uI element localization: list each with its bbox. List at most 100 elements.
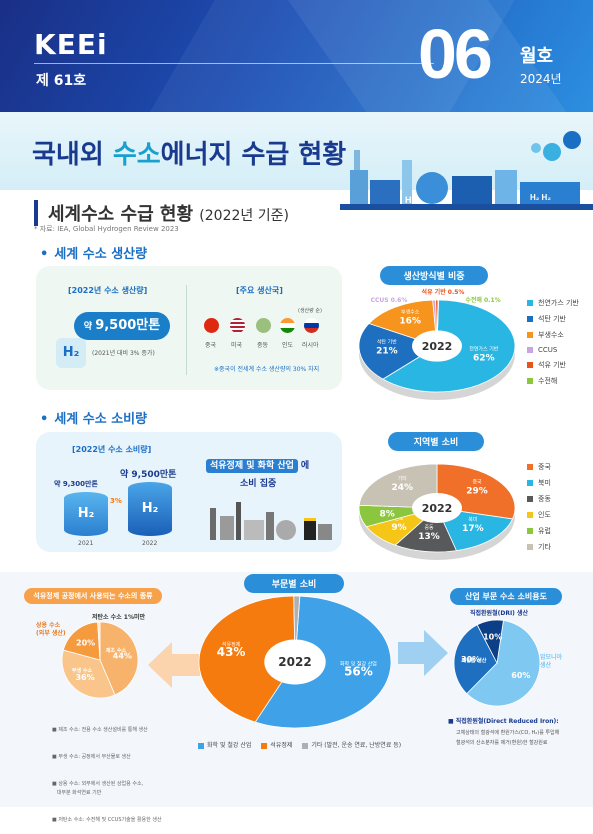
consumption-subtitle: 세계 수소 소비량	[40, 408, 147, 427]
pie-slice	[61, 649, 116, 699]
pie-center	[412, 330, 462, 362]
production-note: ※중국이 전세계 수소 생산량의 30% 차지	[214, 366, 320, 373]
hydrogen-plant-illustration: H₂ H₂ H₂	[340, 131, 593, 210]
industry-text: 석유정제 및 화학 산업 에	[206, 458, 309, 473]
dri-label: 직접환원철(DRI) 생산	[470, 610, 529, 617]
country-label: 중국	[205, 342, 217, 349]
svg-text:H₂ H₂: H₂ H₂	[530, 193, 551, 202]
globe-icon	[256, 318, 271, 333]
pie-category-label: 부생수소	[401, 309, 420, 316]
title-band	[0, 112, 593, 190]
pie-value-label: 44%	[113, 651, 132, 660]
dri-definition: 고체상태의 철광석에 환원가스(CO, H₂)를 투입해 철광석의 산소분자를 …	[456, 730, 560, 746]
card-divider	[186, 285, 187, 375]
sector-chart-title: 부문별 소비	[244, 574, 344, 593]
industry-pie-chart: 60% 30% 10% 메탄올 생산	[453, 619, 541, 707]
industry-chart-title: 산업 부문 수소 소비용도	[450, 588, 562, 605]
pie-slice	[97, 621, 101, 661]
countries-row: 중국 미국 중동 인도 러시아	[198, 318, 328, 354]
year-2021-label: 2021	[78, 540, 94, 547]
cylinder-2021: H₂	[64, 492, 108, 536]
pie-slice	[99, 621, 139, 696]
production-amount: 약 9,500만톤	[74, 312, 170, 340]
pie-category-label: 석유정제	[222, 641, 241, 648]
month-number: 06	[418, 15, 493, 93]
pie-category-label: 메탄올 생산	[462, 657, 487, 664]
legend-item: 화학 및 철강 산업	[207, 742, 252, 749]
cylinder-2022: H₂	[128, 482, 172, 536]
pie-category-label: 제조 수소	[106, 647, 127, 654]
refining-notes: ■ 제조 수소: 전용 수소 생산설비를 통해 생산 ■ 부생 수소: 공정에서…	[52, 708, 162, 834]
pie-value-label: 43%	[217, 645, 246, 659]
note-item: ■ 부생 수소: 공정에서 부산물로 생산	[52, 754, 131, 760]
countries-label: [주요 생산국]	[236, 286, 283, 295]
pie-slice	[453, 624, 498, 695]
pie-value-label: 24%	[392, 483, 414, 493]
pie-slice	[476, 619, 504, 665]
spacer	[188, 432, 189, 548]
russia-flag-icon	[304, 318, 319, 333]
pie-category-label: 북미	[468, 516, 477, 523]
sangyong-label: 상용 수소 (외부 생산)	[36, 622, 66, 637]
legend-item: 석유정제	[270, 742, 293, 749]
svg-text:H₂: H₂	[405, 195, 416, 205]
production-subtitle: 세계 수소 생산량	[40, 243, 147, 262]
pie-value-label: CCUS 0.6%	[371, 297, 408, 304]
pie-value-label: 10%	[483, 633, 502, 642]
pie-slice	[436, 507, 514, 552]
pie-slice	[466, 620, 541, 707]
year-label: 2024년	[520, 72, 562, 86]
production-box-label: [2022년 수소 생산량]	[68, 286, 148, 295]
header-divider	[34, 63, 434, 64]
legend-item: 중동	[527, 494, 551, 504]
country-label: 인도	[282, 342, 294, 349]
pie-value-label: 21%	[376, 346, 398, 356]
month-label: 월호	[520, 46, 554, 67]
pie-category-label: 기타	[398, 475, 408, 482]
pie-slice	[62, 621, 101, 661]
countries-order-note: (생산량 순)	[298, 308, 322, 314]
note-item: ■ 저탄소 수소: 수전해 및 CCUS기술을 활용한 생산	[52, 817, 162, 823]
pie-slice	[368, 299, 438, 347]
pie-slice	[198, 595, 296, 723]
legend-item: CCUS	[527, 346, 579, 354]
note-item: ■ 제조 수소: 전용 수소 생산설비를 통해 생산	[52, 727, 148, 733]
legend-item: 기타 (발전, 운송 연료, 난방연료 등)	[311, 742, 402, 749]
legend-item: 북미	[527, 478, 551, 488]
india-flag-icon	[280, 318, 295, 333]
country-label: 러시아	[302, 342, 319, 349]
pie-value-label: 36%	[75, 673, 94, 682]
left-arrow-icon	[148, 642, 200, 688]
issue-number: 제 61호	[36, 73, 87, 89]
refinery-illustration	[210, 502, 332, 540]
pie-category-label: 화학 및 철강 산업	[340, 661, 377, 668]
header-banner	[0, 0, 593, 112]
method-legend: 천연가스 기반 석탄 기반 부생수소 CCUS 석유 기반 수전해	[527, 298, 579, 386]
year-2022-label: 2022	[142, 540, 158, 547]
legend-item: 기타	[527, 542, 551, 552]
legend-item: 석유 기반	[527, 360, 579, 370]
dri-definition-title: ■ 직접환원철(Direct Reduced Iron):	[448, 718, 559, 725]
consumption-box-label: [2022년 수소 소비량]	[72, 445, 152, 454]
pie-value-label: 29%	[466, 486, 488, 496]
pie-slice	[358, 463, 438, 509]
legend-item: 부생수소	[527, 330, 579, 340]
pie-value-label: 9%	[391, 523, 406, 533]
value-2022: 약 9,500만톤	[120, 470, 177, 480]
method-pie-chart: 62%천연가스 기반 21%석탄 기반 16%부생수소 CCUS 0.6% 석유 기반 …	[358, 288, 516, 400]
region-chart-title: 지역별 소비	[388, 432, 484, 451]
pie-center-label: 2022	[278, 655, 311, 669]
legend-item: 중국	[527, 462, 551, 472]
growth-rate: 3%	[110, 497, 122, 505]
ammonia-label: 암모니아 생산	[540, 654, 563, 669]
pie-center-label: 2022	[422, 502, 453, 515]
right-arrow-icon	[398, 630, 448, 676]
legend-item: 인도	[527, 510, 551, 520]
method-chart-title: 생산방식별 비중	[380, 266, 488, 285]
legend-item: 천연가스 기반	[527, 298, 579, 308]
sector-pie-chart: 56%화학 및 철강 산업 43%석유정제 2022	[198, 595, 392, 729]
pie-value-label: 56%	[344, 665, 373, 679]
pie-category-label: 중동	[424, 525, 434, 531]
pie-value-label: 16%	[399, 317, 421, 327]
